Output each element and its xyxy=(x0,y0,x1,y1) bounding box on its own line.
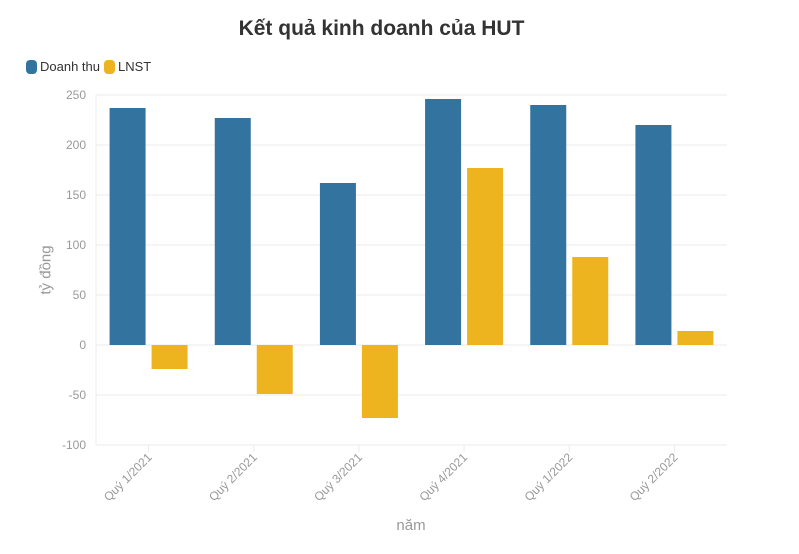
legend-swatch-doanh-thu xyxy=(26,59,37,74)
x-tick-label: Quý 3/2021 xyxy=(311,450,365,504)
x-tick-label: Quý 2/2021 xyxy=(206,450,260,504)
y-tick-label: 50 xyxy=(73,288,87,302)
x-tick-label: Quý 1/2021 xyxy=(101,450,155,504)
y-tick-label: 250 xyxy=(66,88,86,102)
legend-label-doanh-thu: Doanh thu xyxy=(40,59,100,74)
x-tick-label: Quý 4/2021 xyxy=(416,450,470,504)
y-tick-label: 150 xyxy=(66,188,86,202)
bar-doanh-thu[interactable] xyxy=(319,183,356,345)
bar-lnst[interactable] xyxy=(256,345,293,394)
y-axis-label: tỷ đồng xyxy=(37,245,55,295)
x-axis-label: năm xyxy=(396,517,426,534)
legend: Doanh thu LNST xyxy=(26,59,155,74)
bar-lnst[interactable] xyxy=(572,257,609,345)
legend-swatch-lnst xyxy=(104,59,115,74)
bar-doanh-thu[interactable] xyxy=(214,118,251,345)
bar-doanh-thu[interactable] xyxy=(109,108,146,345)
bar-doanh-thu[interactable] xyxy=(425,99,462,345)
bar-lnst[interactable] xyxy=(467,168,504,345)
bar-doanh-thu[interactable] xyxy=(530,105,567,345)
bar-doanh-thu[interactable] xyxy=(635,125,672,345)
x-tick-label: Quý 2/2022 xyxy=(627,450,681,504)
bar-lnst[interactable] xyxy=(151,345,188,369)
bar-lnst[interactable] xyxy=(677,331,714,345)
y-tick-label: 200 xyxy=(66,138,86,152)
y-tick-label: 0 xyxy=(79,338,86,352)
bar-lnst[interactable] xyxy=(361,345,398,418)
x-tick-label: Quý 1/2022 xyxy=(522,450,576,504)
y-tick-label: -50 xyxy=(69,388,87,402)
y-tick-label: 100 xyxy=(66,238,86,252)
legend-item-doanh-thu[interactable]: Doanh thu xyxy=(26,59,100,74)
legend-label-lnst: LNST xyxy=(118,59,152,74)
legend-item-lnst[interactable]: LNST xyxy=(104,59,151,74)
chart-title: Kết quả kinh doanh của HUT xyxy=(238,17,525,40)
y-tick-label: -100 xyxy=(62,438,86,452)
